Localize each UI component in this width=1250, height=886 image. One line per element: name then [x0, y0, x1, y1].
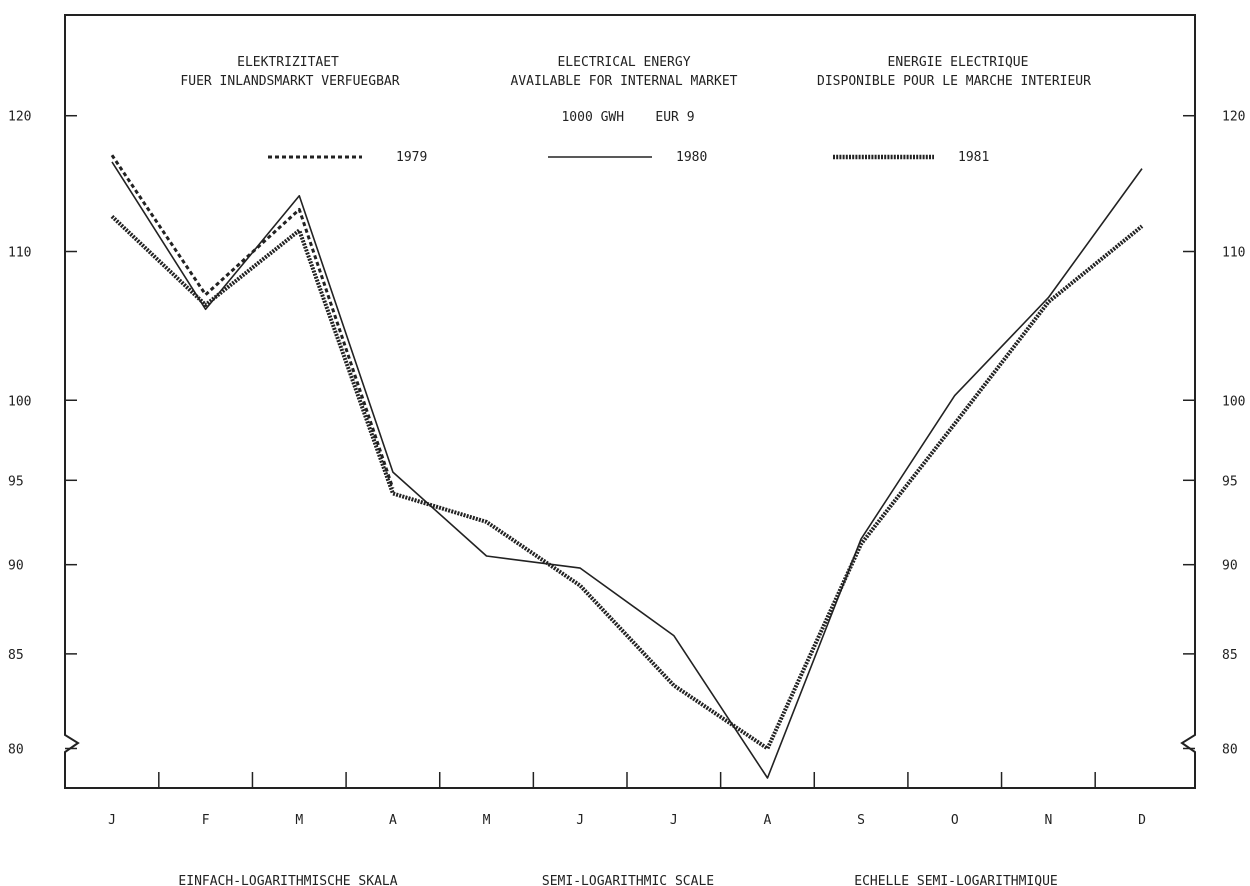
- footer-de: EINFACH-LOGARITHMISCHE SKALA: [178, 874, 397, 886]
- series-line-1981: [110, 214, 1144, 751]
- x-tick-label: M: [295, 813, 303, 828]
- x-tick-label: O: [951, 813, 959, 828]
- x-tick-label: A: [764, 813, 772, 828]
- series-group: [110, 154, 1144, 779]
- y-tick-label-right: 95: [1222, 474, 1238, 489]
- series-line-1979: [110, 154, 395, 489]
- x-tick-label: F: [202, 813, 210, 828]
- x-tick-label: N: [1044, 813, 1052, 828]
- y-tick-label-left: 100: [8, 394, 31, 409]
- axes: J F M A M J J A S O N D 80 80 85 85 90 90 95 95 100 100 110 110…: [8, 110, 1245, 828]
- x-tick-label: J: [670, 813, 678, 828]
- x-tick-label: M: [483, 813, 491, 828]
- y-tick-label-right: 90: [1222, 559, 1238, 574]
- y-tick-label-right: 110: [1222, 246, 1245, 261]
- legend-label-1981: 1981: [958, 150, 989, 165]
- y-tick-label-left: 110: [8, 246, 31, 261]
- y-tick-label-right: 80: [1222, 742, 1238, 757]
- y-tick-label-left: 95: [8, 474, 24, 489]
- title-fr-line1: ENERGIE ELECTRIQUE: [888, 55, 1029, 70]
- title-fr-line2: DISPONIBLE POUR LE MARCHE INTERIEUR: [817, 74, 1091, 89]
- series-line-1980: [111, 161, 1143, 779]
- y-tick-label-left: 120: [8, 110, 31, 125]
- x-tick-label: A: [389, 813, 397, 828]
- title-de-line1: ELEKTRIZITAET: [237, 55, 339, 70]
- footer-en: SEMI-LOGARITHMIC SCALE: [542, 874, 714, 886]
- y-tick-label-left: 90: [8, 559, 24, 574]
- legend-label-1979: 1979: [396, 150, 427, 165]
- title-en-line1: ELECTRICAL ENERGY: [557, 55, 690, 70]
- title-en-line2: AVAILABLE FOR INTERNAL MARKET: [511, 74, 738, 89]
- y-tick-label-right: 100: [1222, 394, 1245, 409]
- title-de-line2: FUER INLANDSMARKT VERFUEGBAR: [180, 74, 399, 89]
- x-tick-label: D: [1138, 813, 1146, 828]
- footer-fr: ECHELLE SEMI-LOGARITHMIQUE: [854, 874, 1058, 886]
- legend: 1979 1980 1981: [268, 150, 989, 165]
- legend-label-1980: 1980: [676, 150, 707, 165]
- x-tick-label: S: [857, 813, 865, 828]
- y-tick-label-left: 85: [8, 648, 24, 663]
- x-tick-label: J: [576, 813, 584, 828]
- y-tick-label-left: 80: [8, 742, 24, 757]
- y-tick-label-right: 85: [1222, 648, 1238, 663]
- y-tick-label-right: 120: [1222, 110, 1245, 125]
- unit-label: 1000 GWH EUR 9: [561, 110, 694, 125]
- chart-frame: [64, 14, 1196, 789]
- x-tick-label: J: [108, 813, 116, 828]
